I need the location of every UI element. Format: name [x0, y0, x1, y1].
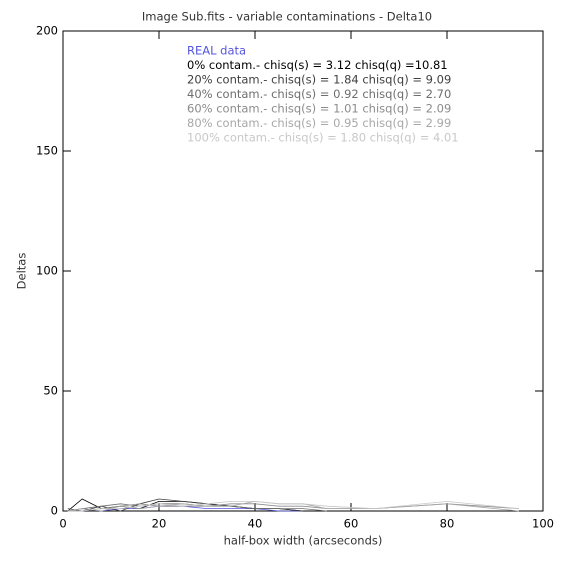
y-tick-label: 50: [43, 384, 58, 398]
y-tick-label: 100: [36, 264, 58, 278]
x-tick-label: 100: [532, 517, 554, 531]
y-axis-label: Deltas: [15, 253, 29, 290]
x-tick-label: 80: [440, 517, 455, 531]
y-tick-label: 150: [36, 144, 58, 158]
legend-entry: 60% contam.- chisq(s) = 1.01 chisq(q) = …: [187, 102, 451, 116]
x-tick-label: 60: [344, 517, 359, 531]
legend-entry: 80% contam.- chisq(s) = 0.95 chisq(q) = …: [187, 116, 451, 130]
y-tick-label: 200: [36, 24, 58, 38]
legend-entry: REAL data: [187, 44, 246, 58]
x-axis-label: half-box width (arcseconds): [224, 534, 383, 548]
legend-entry: 100% contam.- chisq(s) = 1.80 chisq(q) =…: [187, 131, 459, 145]
legend-entry: 0% contam.- chisq(s) = 3.12 chisq(q) =10…: [187, 58, 448, 72]
x-tick-label: 40: [248, 517, 263, 531]
series-line: [67, 500, 520, 512]
x-tick-label: 0: [59, 517, 66, 531]
legend-entry: 20% contam.- chisq(s) = 1.84 chisq(q) = …: [187, 73, 451, 87]
x-tick-label: 20: [152, 517, 167, 531]
y-tick-label: 0: [51, 504, 58, 518]
chart-title: Image Sub.fits - variable contaminations…: [142, 10, 432, 24]
legend-entry: 40% contam.- chisq(s) = 0.92 chisq(q) = …: [187, 87, 451, 101]
